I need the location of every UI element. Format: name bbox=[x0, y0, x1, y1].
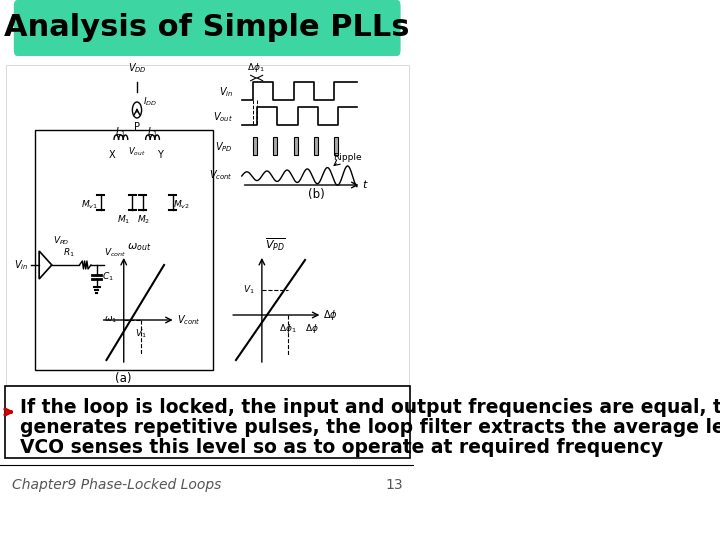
Text: $V_{in}$: $V_{in}$ bbox=[219, 85, 233, 99]
Text: $\omega_{out}$: $\omega_{out}$ bbox=[127, 241, 151, 253]
Text: If the loop is locked, the input and output frequencies are equal, the PD: If the loop is locked, the input and out… bbox=[19, 398, 720, 417]
Text: 13: 13 bbox=[385, 478, 403, 492]
Text: $V_{in}$: $V_{in}$ bbox=[14, 258, 29, 272]
Text: $V_{PD}$: $V_{PD}$ bbox=[53, 234, 70, 247]
Text: $V_1$: $V_1$ bbox=[243, 284, 255, 296]
Bar bbox=[6, 65, 409, 385]
Polygon shape bbox=[39, 251, 52, 279]
Text: $M_{v1}$: $M_{v1}$ bbox=[81, 199, 98, 211]
Text: $M_{v2}$: $M_{v2}$ bbox=[173, 199, 190, 211]
FancyBboxPatch shape bbox=[14, 0, 400, 56]
Bar bbox=[253, 137, 257, 155]
Text: $V_{out}$: $V_{out}$ bbox=[213, 110, 233, 124]
Text: (a): (a) bbox=[115, 372, 132, 385]
Bar bbox=[35, 130, 213, 370]
Text: $I_{DD}$: $I_{DD}$ bbox=[143, 96, 157, 108]
Text: $\overline{V_{PD}}$: $\overline{V_{PD}}$ bbox=[265, 237, 285, 253]
Text: $\Delta\phi_1$: $\Delta\phi_1$ bbox=[279, 322, 297, 335]
Text: $V_{out}$: $V_{out}$ bbox=[128, 146, 145, 158]
Text: $M_2$: $M_2$ bbox=[138, 214, 150, 226]
Text: $\Delta\phi$: $\Delta\phi$ bbox=[305, 322, 319, 335]
Text: generates repetitive pulses, the loop filter extracts the average level , and th: generates repetitive pulses, the loop fi… bbox=[19, 418, 720, 437]
Text: $V_1$: $V_1$ bbox=[135, 327, 147, 340]
Text: Y: Y bbox=[157, 150, 163, 160]
Text: $\omega_1$: $\omega_1$ bbox=[104, 315, 117, 325]
Bar bbox=[4, 386, 410, 458]
Text: t: t bbox=[363, 180, 367, 190]
Bar bbox=[294, 137, 297, 155]
Text: Analysis of Simple PLLs: Analysis of Simple PLLs bbox=[4, 14, 410, 43]
Text: $V_{cont}$: $V_{cont}$ bbox=[104, 246, 126, 259]
Text: $V_{cont}$: $V_{cont}$ bbox=[176, 313, 200, 327]
Text: $M_1$: $M_1$ bbox=[117, 214, 130, 226]
Bar bbox=[314, 137, 318, 155]
Bar bbox=[334, 137, 338, 155]
Text: $L_1$: $L_1$ bbox=[115, 125, 127, 139]
Text: $\Delta\phi$: $\Delta\phi$ bbox=[323, 308, 338, 322]
Text: $V_{PD}$: $V_{PD}$ bbox=[215, 140, 233, 154]
Circle shape bbox=[132, 102, 142, 118]
Text: $V_{DD}$: $V_{DD}$ bbox=[127, 61, 146, 75]
Bar bbox=[274, 137, 277, 155]
Text: Ripple: Ripple bbox=[333, 153, 361, 162]
Text: (b): (b) bbox=[308, 188, 325, 201]
Text: $R_1$: $R_1$ bbox=[63, 246, 75, 259]
Text: $C_1$: $C_1$ bbox=[102, 271, 114, 284]
Text: X: X bbox=[109, 150, 115, 160]
Text: Chapter9 Phase-Locked Loops: Chapter9 Phase-Locked Loops bbox=[12, 478, 221, 492]
Text: $V_{cont}$: $V_{cont}$ bbox=[210, 168, 233, 182]
Text: P: P bbox=[134, 122, 140, 132]
Text: $\Delta\phi_1$: $\Delta\phi_1$ bbox=[247, 61, 264, 74]
Text: VCO senses this level so as to operate at required frequency: VCO senses this level so as to operate a… bbox=[19, 438, 662, 457]
Text: $L_1$: $L_1$ bbox=[147, 125, 158, 139]
